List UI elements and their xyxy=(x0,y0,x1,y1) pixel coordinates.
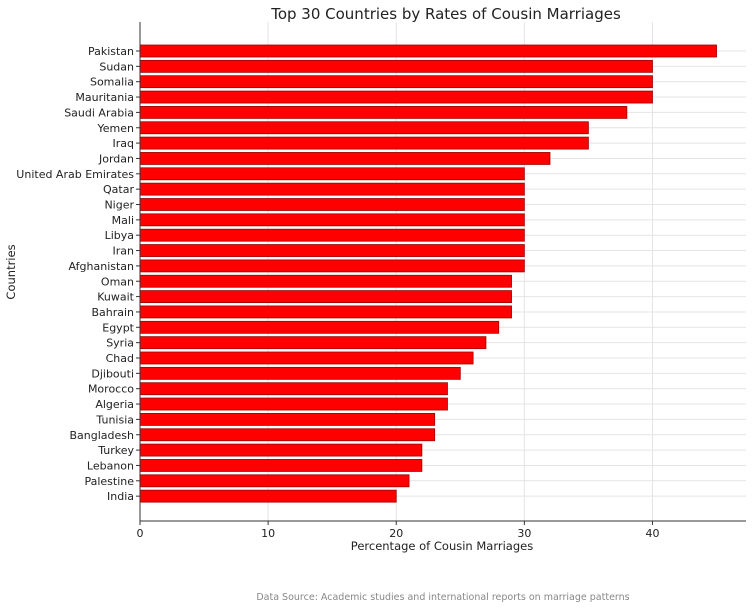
category-label: United Arab Emirates xyxy=(16,168,134,181)
bar-iraq xyxy=(139,136,589,150)
category-label: Qatar xyxy=(103,183,134,196)
bar-oman xyxy=(139,274,512,288)
x-ticks: 0 10 20 30 40 xyxy=(137,521,659,540)
bar-turkey xyxy=(139,443,423,457)
bar-tunisia xyxy=(139,412,436,426)
category-label: Chad xyxy=(106,352,134,365)
bar-bahrain xyxy=(139,305,512,319)
bar-mali xyxy=(139,213,525,227)
category-label: Lebanon xyxy=(87,459,134,472)
bar-afghanistan xyxy=(139,259,525,273)
bar-bangladesh xyxy=(139,428,436,442)
bar-india xyxy=(139,489,397,503)
bars xyxy=(139,44,717,503)
bar-qatar xyxy=(139,182,525,196)
bar-mauritania xyxy=(139,90,653,104)
category-label: Niger xyxy=(104,199,134,212)
category-label: Bangladesh xyxy=(70,429,135,442)
category-label: Djibouti xyxy=(91,367,134,380)
category-label: Saudi Arabia xyxy=(64,106,134,119)
bar-pakistan xyxy=(139,44,717,58)
bar-chad xyxy=(139,351,474,365)
x-tick-label: 40 xyxy=(645,527,659,540)
category-label: Syria xyxy=(106,337,134,350)
bar-united-arab-emirates xyxy=(139,167,525,181)
category-label: Iran xyxy=(113,245,135,258)
category-label: Libya xyxy=(105,229,134,242)
bar-somalia xyxy=(139,75,653,89)
bar-sudan xyxy=(139,59,653,73)
category-label: Somalia xyxy=(90,76,134,89)
bar-iran xyxy=(139,244,525,257)
bar-jordan xyxy=(139,152,551,165)
bar-kuwait xyxy=(139,290,512,304)
bar-libya xyxy=(139,228,525,242)
category-label: Oman xyxy=(101,275,134,288)
category-label: Iraq xyxy=(113,137,135,150)
category-label: Egypt xyxy=(102,321,134,334)
category-label: Bahrain xyxy=(91,306,134,319)
bar-djibouti xyxy=(139,366,461,380)
category-label: Jordan xyxy=(98,152,134,165)
data-source-note: Data Source: Academic studies and intern… xyxy=(256,592,629,603)
bar-algeria xyxy=(139,397,448,411)
category-label: Palestine xyxy=(84,475,134,488)
x-tick-label: 0 xyxy=(137,527,144,540)
category-labels: Pakistan Sudan Somalia Mauritania Saudi Arab… xyxy=(16,45,140,503)
category-label: Sudan xyxy=(99,60,134,73)
category-label: Tunisia xyxy=(95,413,134,426)
category-label: Mali xyxy=(112,214,134,227)
category-label: Turkey xyxy=(97,444,134,457)
chart-title: Top 30 Countries by Rates of Cousin Marr… xyxy=(270,5,621,23)
category-label: Pakistan xyxy=(88,45,134,58)
x-tick-label: 10 xyxy=(261,527,275,540)
bar-niger xyxy=(139,198,525,211)
bar-lebanon xyxy=(139,459,423,472)
bar-morocco xyxy=(139,382,448,396)
category-label: Morocco xyxy=(88,383,134,396)
x-tick-label: 20 xyxy=(389,527,403,540)
x-axis-label: Percentage of Cousin Marriages xyxy=(351,539,533,553)
category-label: India xyxy=(107,490,134,503)
category-label: Kuwait xyxy=(97,291,134,304)
bar-syria xyxy=(139,336,487,350)
category-label: Afghanistan xyxy=(69,260,135,273)
category-label: Algeria xyxy=(95,398,134,411)
x-tick-label: 30 xyxy=(517,527,531,540)
y-axis-label: Countries xyxy=(4,244,18,299)
bar-saudi-arabia xyxy=(139,106,628,119)
bar-egypt xyxy=(139,320,500,334)
category-label: Yemen xyxy=(97,122,135,135)
category-label: Mauritania xyxy=(75,91,134,104)
bar-yemen xyxy=(139,121,589,135)
bar-palestine xyxy=(139,474,410,488)
